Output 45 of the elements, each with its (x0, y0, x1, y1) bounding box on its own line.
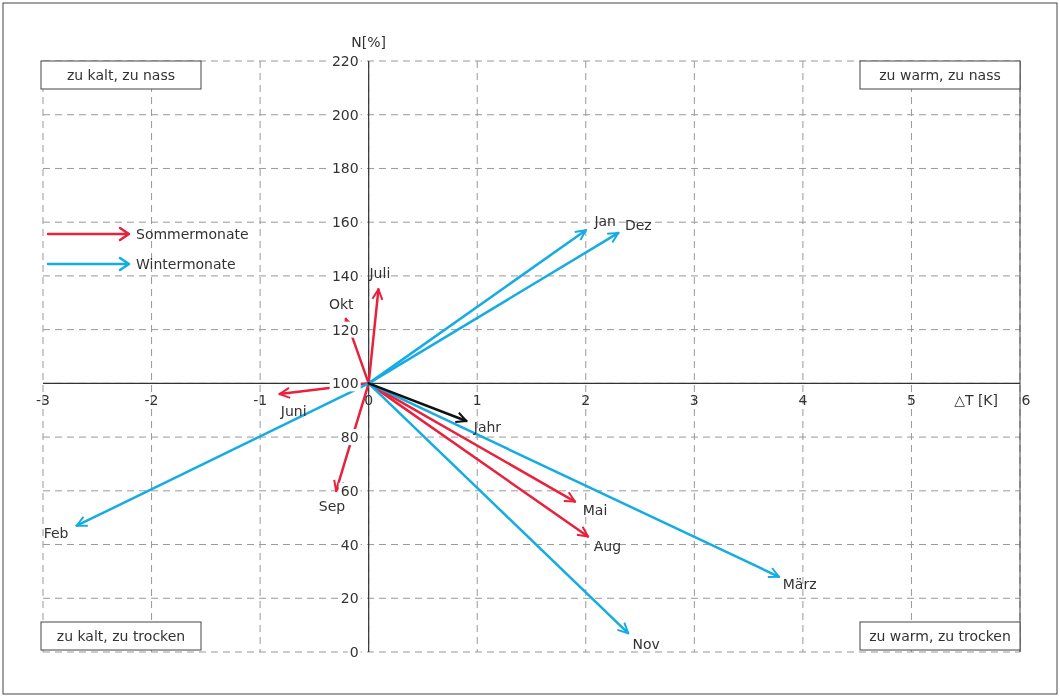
annotation: Nov (632, 636, 660, 653)
annotation: zu warm, zu nass (879, 67, 1001, 83)
x-tick-label: 6 (1021, 392, 1031, 409)
y-tick-label: 0 (349, 644, 359, 660)
annotation: Okt (328, 295, 355, 312)
annotation: Aug (593, 537, 622, 554)
annotation: Mai (582, 501, 608, 518)
y-tick-label: 100 (331, 375, 359, 392)
annotation: Jahr (472, 418, 502, 435)
annotation: Juni (279, 403, 307, 420)
x-tick-label: 2 (581, 392, 591, 409)
x-tick-label: 4 (798, 392, 808, 409)
x-axis-title: △T [K] (954, 392, 998, 409)
annotation: Dez (624, 216, 652, 233)
x-tick-label: 5 (906, 392, 916, 409)
annotation: Jan (593, 213, 617, 230)
y-tick-label: 80 (340, 429, 359, 446)
y-tick-label: 40 (340, 536, 359, 553)
annotation: zu warm, zu trocken (869, 628, 1011, 644)
annotation: Feb (43, 524, 69, 541)
annotation: Juli (368, 265, 391, 282)
y-tick-label: 220 (331, 53, 359, 69)
x-tick-label: -2 (144, 392, 159, 409)
y-tick-label: 140 (331, 267, 359, 284)
legend-label: Sommermonate (136, 226, 249, 242)
text-box: zu warm, zu nass (859, 60, 1021, 90)
legend-label: Wintermonate (136, 256, 236, 272)
text-box: zu warm, zu trocken (859, 621, 1021, 651)
y-tick-label: 60 (340, 482, 359, 499)
annotation: zu kalt, zu nass (66, 67, 176, 83)
x-tick-label: -3 (36, 392, 50, 409)
y-tick-label: 160 (331, 214, 359, 231)
text-box: zu kalt, zu nass (40, 60, 202, 90)
annotation: Sep (318, 498, 346, 515)
y-axis-title: N[%] (351, 34, 387, 50)
y-tick-label: 180 (331, 160, 359, 177)
x-tick-label: 3 (689, 392, 699, 409)
y-tick-label: 200 (331, 106, 359, 123)
text-box: zu kalt, zu trocken (40, 621, 202, 651)
x-tick-label: 1 (472, 392, 482, 409)
y-tick-label: 20 (340, 590, 359, 607)
y-tick-label: 120 (331, 321, 359, 338)
annotation: März (782, 575, 817, 592)
annotation: zu kalt, zu trocken (56, 628, 186, 644)
x-tick-label: -1 (253, 392, 268, 409)
